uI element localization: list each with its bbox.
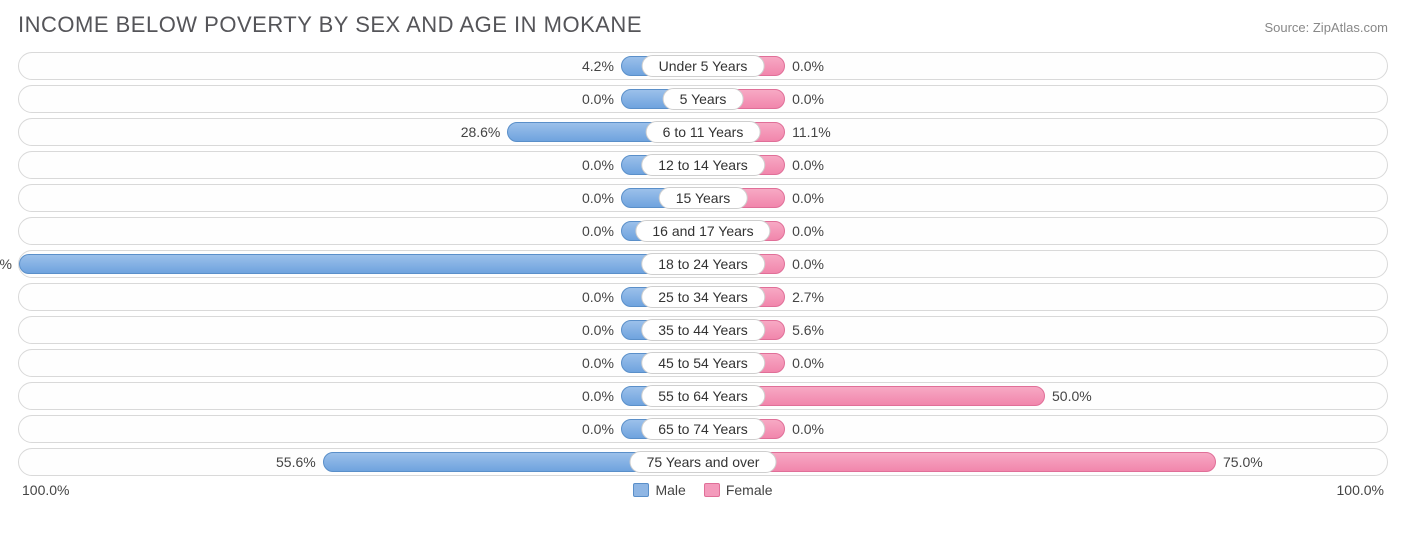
male-pct: 4.2%: [582, 58, 614, 74]
male-pct: 0.0%: [582, 355, 614, 371]
male-half: 0.0%: [19, 350, 703, 376]
female-pct: 0.0%: [792, 355, 824, 371]
chart-row: 0.0% 0.0% 15 Years: [18, 184, 1388, 212]
male-pct: 55.6%: [276, 454, 316, 470]
male-pct: 0.0%: [582, 190, 614, 206]
female-half: 75.0%: [703, 449, 1387, 475]
male-pct: 0.0%: [582, 157, 614, 173]
male-pct: 0.0%: [582, 223, 614, 239]
category-label: 18 to 24 Years: [641, 253, 765, 275]
axis-left-label: 100.0%: [22, 482, 69, 498]
female-pct: 5.6%: [792, 322, 824, 338]
male-half: 0.0%: [19, 152, 703, 178]
female-half: 5.6%: [703, 317, 1387, 343]
male-bar: 100.0%: [19, 254, 703, 274]
category-label: 6 to 11 Years: [646, 121, 761, 143]
chart-row: 0.0% 5.6% 35 to 44 Years: [18, 316, 1388, 344]
female-half: 0.0%: [703, 416, 1387, 442]
male-half: 0.0%: [19, 317, 703, 343]
male-half: 28.6%: [19, 119, 703, 145]
male-half: 55.6%: [19, 449, 703, 475]
female-pct: 50.0%: [1052, 388, 1092, 404]
female-half: 11.1%: [703, 119, 1387, 145]
legend-male-label: Male: [655, 482, 685, 498]
female-pct: 0.0%: [792, 421, 824, 437]
chart-footer: 100.0% Male Female 100.0%: [18, 482, 1388, 498]
category-label: 45 to 54 Years: [641, 352, 765, 374]
category-label: 55 to 64 Years: [641, 385, 765, 407]
chart-row: 0.0% 50.0% 55 to 64 Years: [18, 382, 1388, 410]
male-half: 0.0%: [19, 416, 703, 442]
male-half: 4.2%: [19, 53, 703, 79]
chart-row: 28.6% 11.1% 6 to 11 Years: [18, 118, 1388, 146]
category-label: 15 Years: [659, 187, 748, 209]
female-pct: 2.7%: [792, 289, 824, 305]
male-pct: 0.0%: [582, 322, 614, 338]
chart-row: 0.0% 0.0% 16 and 17 Years: [18, 217, 1388, 245]
chart-row: 4.2% 0.0% Under 5 Years: [18, 52, 1388, 80]
category-label: 75 Years and over: [630, 451, 777, 473]
header: INCOME BELOW POVERTY BY SEX AND AGE IN M…: [18, 12, 1388, 38]
male-pct: 0.0%: [582, 289, 614, 305]
female-half: 0.0%: [703, 185, 1387, 211]
chart-row: 100.0% 0.0% 18 to 24 Years: [18, 250, 1388, 278]
male-pct: 0.0%: [582, 91, 614, 107]
category-label: 35 to 44 Years: [641, 319, 765, 341]
category-label: 5 Years: [663, 88, 744, 110]
legend-male: Male: [633, 482, 685, 498]
female-pct: 0.0%: [792, 91, 824, 107]
category-label: Under 5 Years: [642, 55, 765, 77]
female-half: 0.0%: [703, 152, 1387, 178]
female-half: 0.0%: [703, 218, 1387, 244]
male-pct: 100.0%: [0, 256, 12, 272]
female-pct: 0.0%: [792, 256, 824, 272]
male-half: 0.0%: [19, 185, 703, 211]
chart-row: 0.0% 0.0% 45 to 54 Years: [18, 349, 1388, 377]
female-pct: 11.1%: [792, 124, 831, 140]
male-half: 0.0%: [19, 218, 703, 244]
poverty-chart: 4.2% 0.0% Under 5 Years 0.0% 0.0% 5 Years 28.6…: [18, 52, 1388, 476]
male-half: 0.0%: [19, 284, 703, 310]
male-pct: 0.0%: [582, 421, 614, 437]
male-half: 100.0%: [19, 251, 703, 277]
axis-right-label: 100.0%: [1337, 482, 1384, 498]
swatch-male-icon: [633, 483, 649, 497]
chart-row: 0.0% 2.7% 25 to 34 Years: [18, 283, 1388, 311]
male-half: 0.0%: [19, 86, 703, 112]
female-half: 0.0%: [703, 86, 1387, 112]
category-label: 16 and 17 Years: [635, 220, 770, 242]
source-label: Source: ZipAtlas.com: [1264, 20, 1388, 35]
female-half: 0.0%: [703, 251, 1387, 277]
female-pct: 0.0%: [792, 157, 824, 173]
category-label: 65 to 74 Years: [641, 418, 765, 440]
female-half: 0.0%: [703, 350, 1387, 376]
chart-title: INCOME BELOW POVERTY BY SEX AND AGE IN M…: [18, 12, 642, 38]
legend: Male Female: [633, 482, 772, 498]
female-bar: 75.0%: [703, 452, 1216, 472]
chart-row: 0.0% 0.0% 5 Years: [18, 85, 1388, 113]
legend-female-label: Female: [726, 482, 773, 498]
chart-row: 55.6%75.0%75 Years and over: [18, 448, 1388, 476]
female-pct: 0.0%: [792, 58, 824, 74]
chart-row: 0.0% 0.0% 12 to 14 Years: [18, 151, 1388, 179]
male-half: 0.0%: [19, 383, 703, 409]
legend-female: Female: [704, 482, 773, 498]
female-half: 2.7%: [703, 284, 1387, 310]
swatch-female-icon: [704, 483, 720, 497]
female-pct: 75.0%: [1223, 454, 1263, 470]
female-half: 0.0%: [703, 53, 1387, 79]
male-pct: 28.6%: [461, 124, 501, 140]
female-pct: 0.0%: [792, 223, 824, 239]
chart-row: 0.0% 0.0% 65 to 74 Years: [18, 415, 1388, 443]
male-pct: 0.0%: [582, 388, 614, 404]
female-pct: 0.0%: [792, 190, 824, 206]
category-label: 12 to 14 Years: [641, 154, 765, 176]
female-half: 50.0%: [703, 383, 1387, 409]
category-label: 25 to 34 Years: [641, 286, 765, 308]
